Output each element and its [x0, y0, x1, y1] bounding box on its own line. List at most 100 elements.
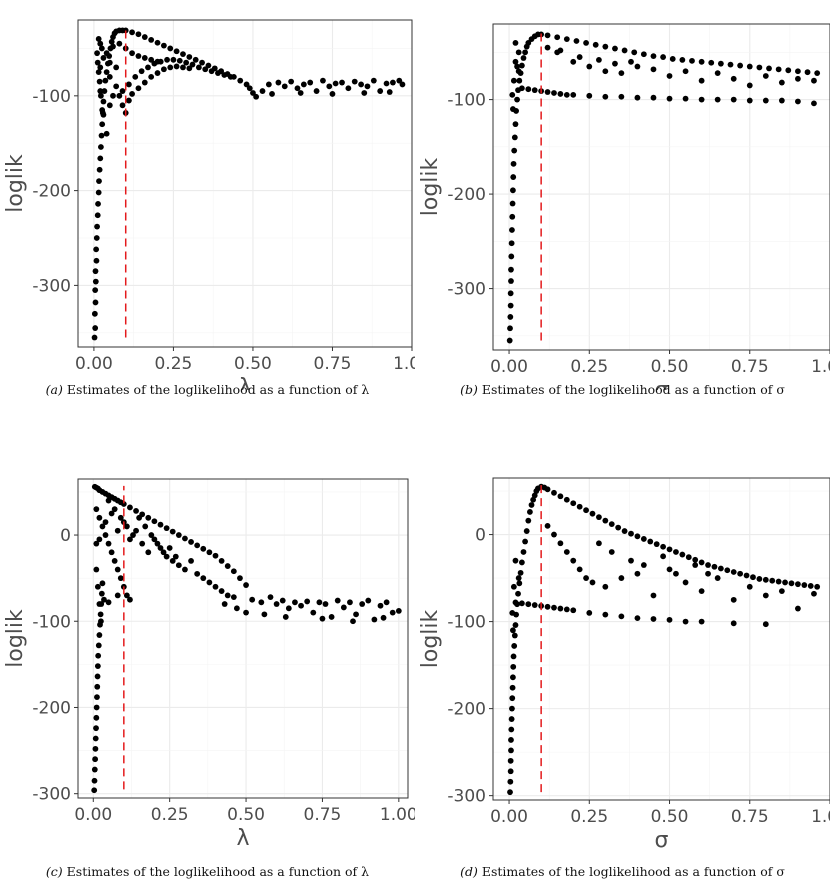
data-point — [110, 43, 116, 50]
data-point — [320, 77, 326, 84]
points-layer — [506, 31, 821, 344]
y-tick-label: -100 — [447, 91, 486, 111]
data-point — [194, 542, 201, 549]
data-point — [106, 73, 113, 80]
data-point — [795, 581, 801, 588]
data-point — [94, 223, 100, 230]
data-point — [788, 580, 795, 587]
data-point — [705, 562, 711, 568]
data-point — [310, 609, 317, 616]
data-point — [746, 583, 753, 590]
caption-c-label: (c) — [45, 864, 63, 879]
plot-background — [78, 20, 412, 347]
y-tick-label: -100 — [32, 612, 71, 632]
data-point — [666, 95, 673, 102]
data-point — [106, 59, 113, 66]
data-point — [123, 523, 130, 530]
data-point — [583, 575, 589, 581]
data-point — [95, 69, 102, 76]
data-point — [660, 543, 667, 550]
data-point — [96, 514, 103, 521]
data-point — [666, 566, 673, 573]
caption-c-text: Estimates of the loglikelihood as a func… — [66, 864, 370, 879]
data-point — [570, 58, 577, 65]
data-point — [679, 57, 686, 63]
x-tick-label: 0.00 — [74, 805, 112, 825]
data-point — [103, 130, 110, 137]
data-point — [160, 42, 167, 49]
data-point — [233, 605, 240, 612]
data-point — [762, 97, 769, 104]
data-point — [300, 81, 307, 88]
data-point — [139, 540, 146, 547]
data-point — [762, 592, 769, 599]
data-point — [395, 608, 402, 614]
data-point — [525, 86, 532, 93]
data-point — [602, 517, 609, 524]
data-point — [95, 642, 102, 649]
data-point — [801, 582, 808, 588]
data-point — [544, 603, 551, 610]
data-point — [206, 579, 213, 586]
data-point — [313, 88, 320, 94]
data-point — [778, 79, 785, 86]
data-point — [170, 56, 177, 63]
data-point — [570, 557, 577, 564]
data-point — [359, 601, 366, 607]
data-point — [377, 88, 384, 94]
data-point — [145, 514, 152, 521]
data-point — [520, 55, 527, 61]
data-point — [194, 570, 201, 577]
data-point — [243, 582, 249, 588]
data-point — [304, 598, 311, 605]
data-point — [148, 532, 155, 538]
data-point — [698, 58, 705, 65]
data-point — [544, 522, 551, 529]
data-point — [673, 549, 679, 555]
panel-d: 0.00 0.25 0.50 0.75 1.00 -300 -200 -100 0 σ loglik… — [415, 460, 830, 885]
data-point — [583, 39, 589, 46]
data-point — [111, 558, 118, 564]
data-point — [698, 77, 705, 84]
y-tick-label: -300 — [32, 276, 71, 296]
data-point — [351, 78, 358, 85]
data-point — [110, 92, 116, 99]
y-tick-label: 0 — [475, 526, 486, 546]
data-point — [92, 287, 99, 294]
data-point — [93, 235, 100, 241]
data-point — [167, 64, 174, 71]
data-point — [551, 90, 557, 96]
data-point — [108, 38, 115, 45]
data-point — [730, 75, 737, 82]
data-point — [243, 609, 249, 616]
data-point — [514, 96, 520, 103]
data-point — [202, 66, 209, 73]
data-point — [509, 705, 515, 712]
caption-d-label: (d) — [460, 864, 478, 879]
data-point — [345, 85, 352, 92]
data-point — [507, 314, 514, 320]
data-point — [507, 290, 514, 297]
data-point — [570, 607, 577, 614]
x-tick-label: 1.00 — [393, 354, 415, 374]
data-point — [97, 611, 104, 618]
data-point — [711, 563, 718, 570]
data-point — [778, 97, 785, 104]
data-point — [334, 597, 341, 604]
data-point — [205, 62, 212, 69]
data-point — [297, 90, 304, 96]
x-axis-title: σ — [655, 828, 669, 850]
data-point — [525, 601, 532, 608]
data-point — [227, 73, 234, 80]
data-point — [102, 77, 109, 84]
data-point — [175, 562, 182, 569]
data-point — [136, 514, 143, 521]
data-point — [640, 536, 647, 542]
data-point — [602, 611, 609, 618]
grid — [78, 20, 412, 347]
data-point — [628, 530, 634, 537]
data-point — [586, 92, 593, 99]
y-axis-title: loglik — [3, 609, 28, 668]
data-point — [517, 569, 524, 576]
data-point — [634, 570, 641, 577]
